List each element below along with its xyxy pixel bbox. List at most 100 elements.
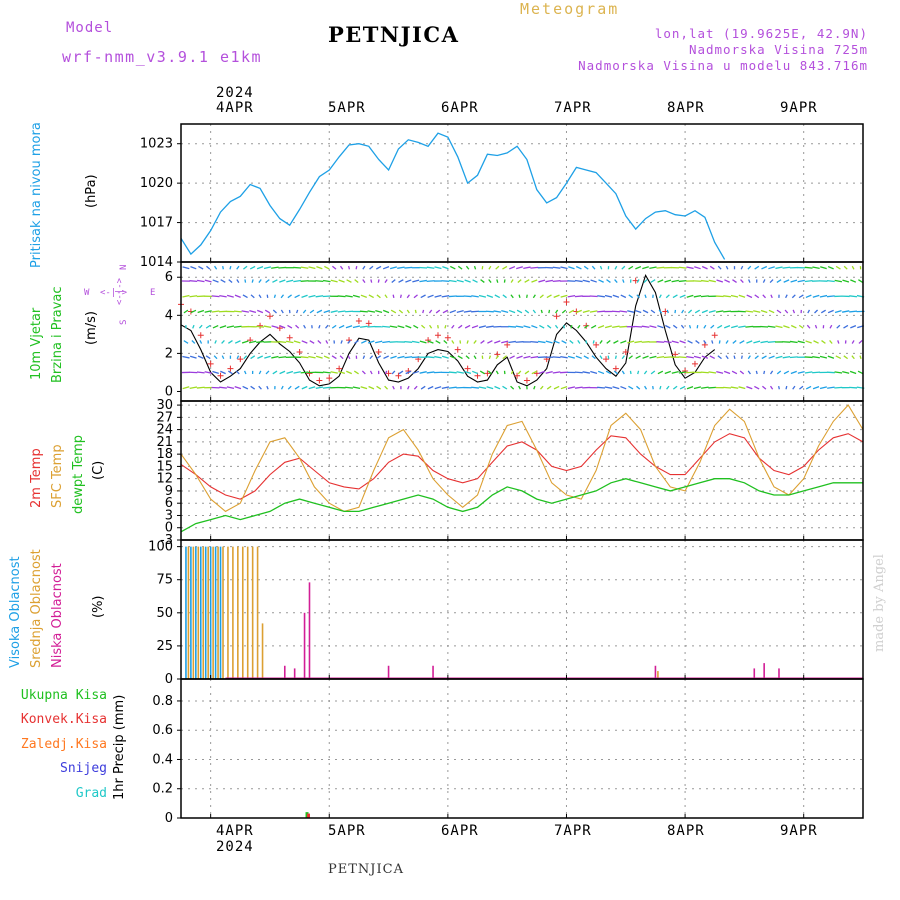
wind-arrow xyxy=(841,310,850,313)
day-top-4: 8APR xyxy=(667,100,705,116)
wind-arrow xyxy=(330,279,338,283)
wind-arrow xyxy=(265,370,270,375)
wind-arrow xyxy=(754,265,760,270)
wind-arrow xyxy=(717,324,723,329)
wind-arrow xyxy=(604,325,613,329)
wind-arrow xyxy=(494,294,501,299)
wind-arrow xyxy=(539,324,545,329)
wind-arrow xyxy=(264,355,271,359)
wind-arrow xyxy=(814,309,819,314)
wind-arrow xyxy=(234,340,241,344)
wind-arrow xyxy=(271,355,279,359)
compass-east: E xyxy=(150,288,156,298)
wind-arrow xyxy=(599,355,603,360)
wind-arrow xyxy=(479,370,486,375)
wind-arrow xyxy=(827,309,834,314)
wind-arrow xyxy=(686,371,695,374)
wind-arrow xyxy=(412,279,420,283)
wind-arrow xyxy=(710,324,715,329)
day-bottom-2: 6APR xyxy=(441,823,479,839)
wind-arrow xyxy=(466,340,469,344)
wind-arrow xyxy=(554,324,559,329)
wind-arrow xyxy=(219,294,227,298)
day-top-2: 6APR xyxy=(441,100,479,116)
wind-arrow xyxy=(382,340,390,344)
wind-arrow xyxy=(701,265,708,270)
wind-arrow xyxy=(686,386,694,390)
wind-arrow xyxy=(422,309,425,314)
wind-arrow xyxy=(182,266,190,270)
wind-arrow xyxy=(325,324,329,329)
wind-arrow xyxy=(746,294,753,299)
wind-arrow xyxy=(834,386,843,389)
wind-arrow xyxy=(222,265,224,270)
wind-arrow xyxy=(767,340,776,343)
wind-arrow xyxy=(657,370,664,375)
wind-gust-mark xyxy=(672,351,679,358)
wind-arrow xyxy=(619,310,628,313)
wind-arrow xyxy=(322,295,331,298)
wind-arrow xyxy=(739,370,745,375)
wind-arrow xyxy=(419,279,427,283)
wind-arrow xyxy=(376,294,381,299)
wind-arrow xyxy=(768,309,775,314)
wind-arrow xyxy=(301,385,308,390)
wind-arrow xyxy=(517,370,522,375)
wind-arrow xyxy=(644,294,647,299)
wind-arrow xyxy=(745,310,754,313)
wind-arrow xyxy=(456,310,464,313)
wind-arrow xyxy=(703,324,707,329)
wind-arrow xyxy=(352,386,361,390)
wind-arrow xyxy=(308,355,316,359)
wind-arrow xyxy=(243,265,248,270)
wind-arrow xyxy=(272,279,278,283)
wind-arrow xyxy=(465,355,470,360)
wind-arrow xyxy=(427,385,434,390)
wind-arrow xyxy=(597,386,606,389)
wind-arrow xyxy=(605,370,612,375)
wind-arrow xyxy=(398,370,404,375)
wind-arrow xyxy=(545,340,553,344)
wind-arrow xyxy=(300,266,309,269)
wind-arrow xyxy=(679,385,686,390)
wind-arrow xyxy=(570,325,573,329)
wind-arrow xyxy=(449,355,456,359)
wind-arrow xyxy=(657,325,664,329)
wind-arrow xyxy=(229,265,232,270)
wind-arrow xyxy=(858,340,863,344)
wind-arrow xyxy=(354,279,359,283)
wind-arrow xyxy=(493,325,502,328)
wind-tick-label: 6 xyxy=(165,270,173,285)
wind-gust-mark xyxy=(682,368,689,375)
wind-arrow xyxy=(323,355,330,359)
wind-arrow xyxy=(612,294,620,298)
wind-arrow xyxy=(287,294,292,299)
wind-arrow xyxy=(249,265,256,270)
wind-arrow xyxy=(531,279,538,283)
temp-dew-line xyxy=(180,478,863,533)
wind-arrow xyxy=(776,309,782,314)
wind-arrow xyxy=(220,370,226,375)
wind-arrow xyxy=(850,324,857,329)
wind-arrow xyxy=(413,385,418,390)
wind-arrow xyxy=(406,309,410,314)
wind-arrow xyxy=(776,370,782,375)
wind-arrow xyxy=(325,340,329,344)
wind-arrow xyxy=(700,371,709,374)
wind-gust-mark xyxy=(514,372,521,379)
wind-arrow xyxy=(760,309,768,314)
wind-arrow xyxy=(762,279,766,283)
wind-arrow xyxy=(397,266,405,269)
wind-arrow xyxy=(361,340,367,344)
wind-arrow xyxy=(428,309,433,314)
wind-arrow xyxy=(404,266,413,269)
wind-gust-mark xyxy=(385,370,392,377)
precip-tick-label: 0 xyxy=(165,811,173,826)
wind-arrow xyxy=(352,325,361,329)
wind-arrow xyxy=(820,309,826,314)
wind-frame xyxy=(180,261,864,402)
wind-arrow xyxy=(182,294,190,298)
wind-arrow xyxy=(804,279,813,283)
cloud-tick-label: 50 xyxy=(156,606,173,621)
cloud-frame xyxy=(180,539,864,680)
